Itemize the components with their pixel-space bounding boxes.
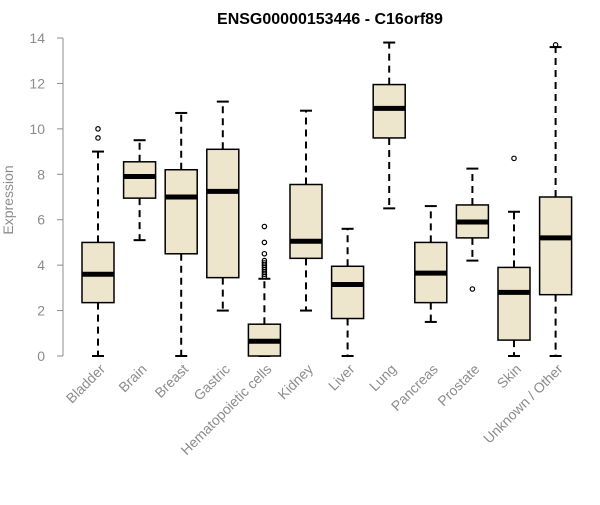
outlier-point [511, 155, 517, 162]
box [372, 83, 406, 139]
box-unknown-other [538, 42, 573, 357]
outlier-point [261, 257, 268, 264]
y-tick-label: 6 [37, 212, 45, 228]
box [206, 148, 240, 279]
box [538, 196, 573, 296]
outlier-point [261, 223, 268, 230]
outlier-point [469, 286, 476, 292]
x-tick-label: Unknown / Other [480, 361, 566, 447]
y-tick-label: 12 [29, 75, 45, 91]
boxes-group [81, 41, 573, 357]
box-pancreas [414, 205, 448, 323]
box-brain [122, 139, 157, 242]
box [497, 266, 531, 341]
y-tick-label: 10 [29, 121, 45, 137]
box-bladder [81, 126, 115, 357]
y-tick-label: 2 [37, 303, 45, 319]
x-tick-label: Prostate [434, 361, 482, 409]
box-breast [164, 111, 198, 357]
x-tick-label: Kidney [275, 361, 317, 403]
y-tick-label: 8 [37, 166, 45, 182]
box-prostate [455, 167, 490, 292]
outlier-point [261, 239, 268, 246]
x-tick-label: Brain [115, 361, 149, 395]
y-tick-label: 14 [29, 30, 45, 46]
outlier-point [552, 42, 559, 48]
outlier-point [261, 260, 268, 266]
box [164, 168, 198, 255]
x-tick-label: Skin [494, 361, 525, 392]
box-lung [372, 41, 406, 210]
x-tick-label: Breast [151, 361, 191, 401]
box [289, 183, 323, 260]
y-tick-label: 4 [37, 257, 45, 273]
box-skin [497, 155, 531, 357]
box-hematopoietic-cells [247, 223, 282, 357]
box-gastric [206, 100, 240, 312]
box [122, 161, 157, 199]
x-tick-label: Liver [325, 361, 358, 394]
y-axis-label: Expression [0, 165, 16, 234]
outlier-point [261, 250, 268, 257]
box-liver [330, 227, 365, 357]
outlier-point [95, 126, 101, 132]
x-tick-label: Lung [366, 361, 399, 394]
chart-title: ENSG00000153446 - C16orf89 [217, 11, 443, 28]
y-axis: 0 2 4 6 8 10 12 14 [29, 30, 64, 364]
y-tick-label: 0 [37, 348, 45, 364]
box-kidney [289, 109, 323, 312]
outlier-point [95, 135, 101, 141]
box [330, 265, 365, 320]
x-tick-label: Bladder [63, 361, 109, 407]
